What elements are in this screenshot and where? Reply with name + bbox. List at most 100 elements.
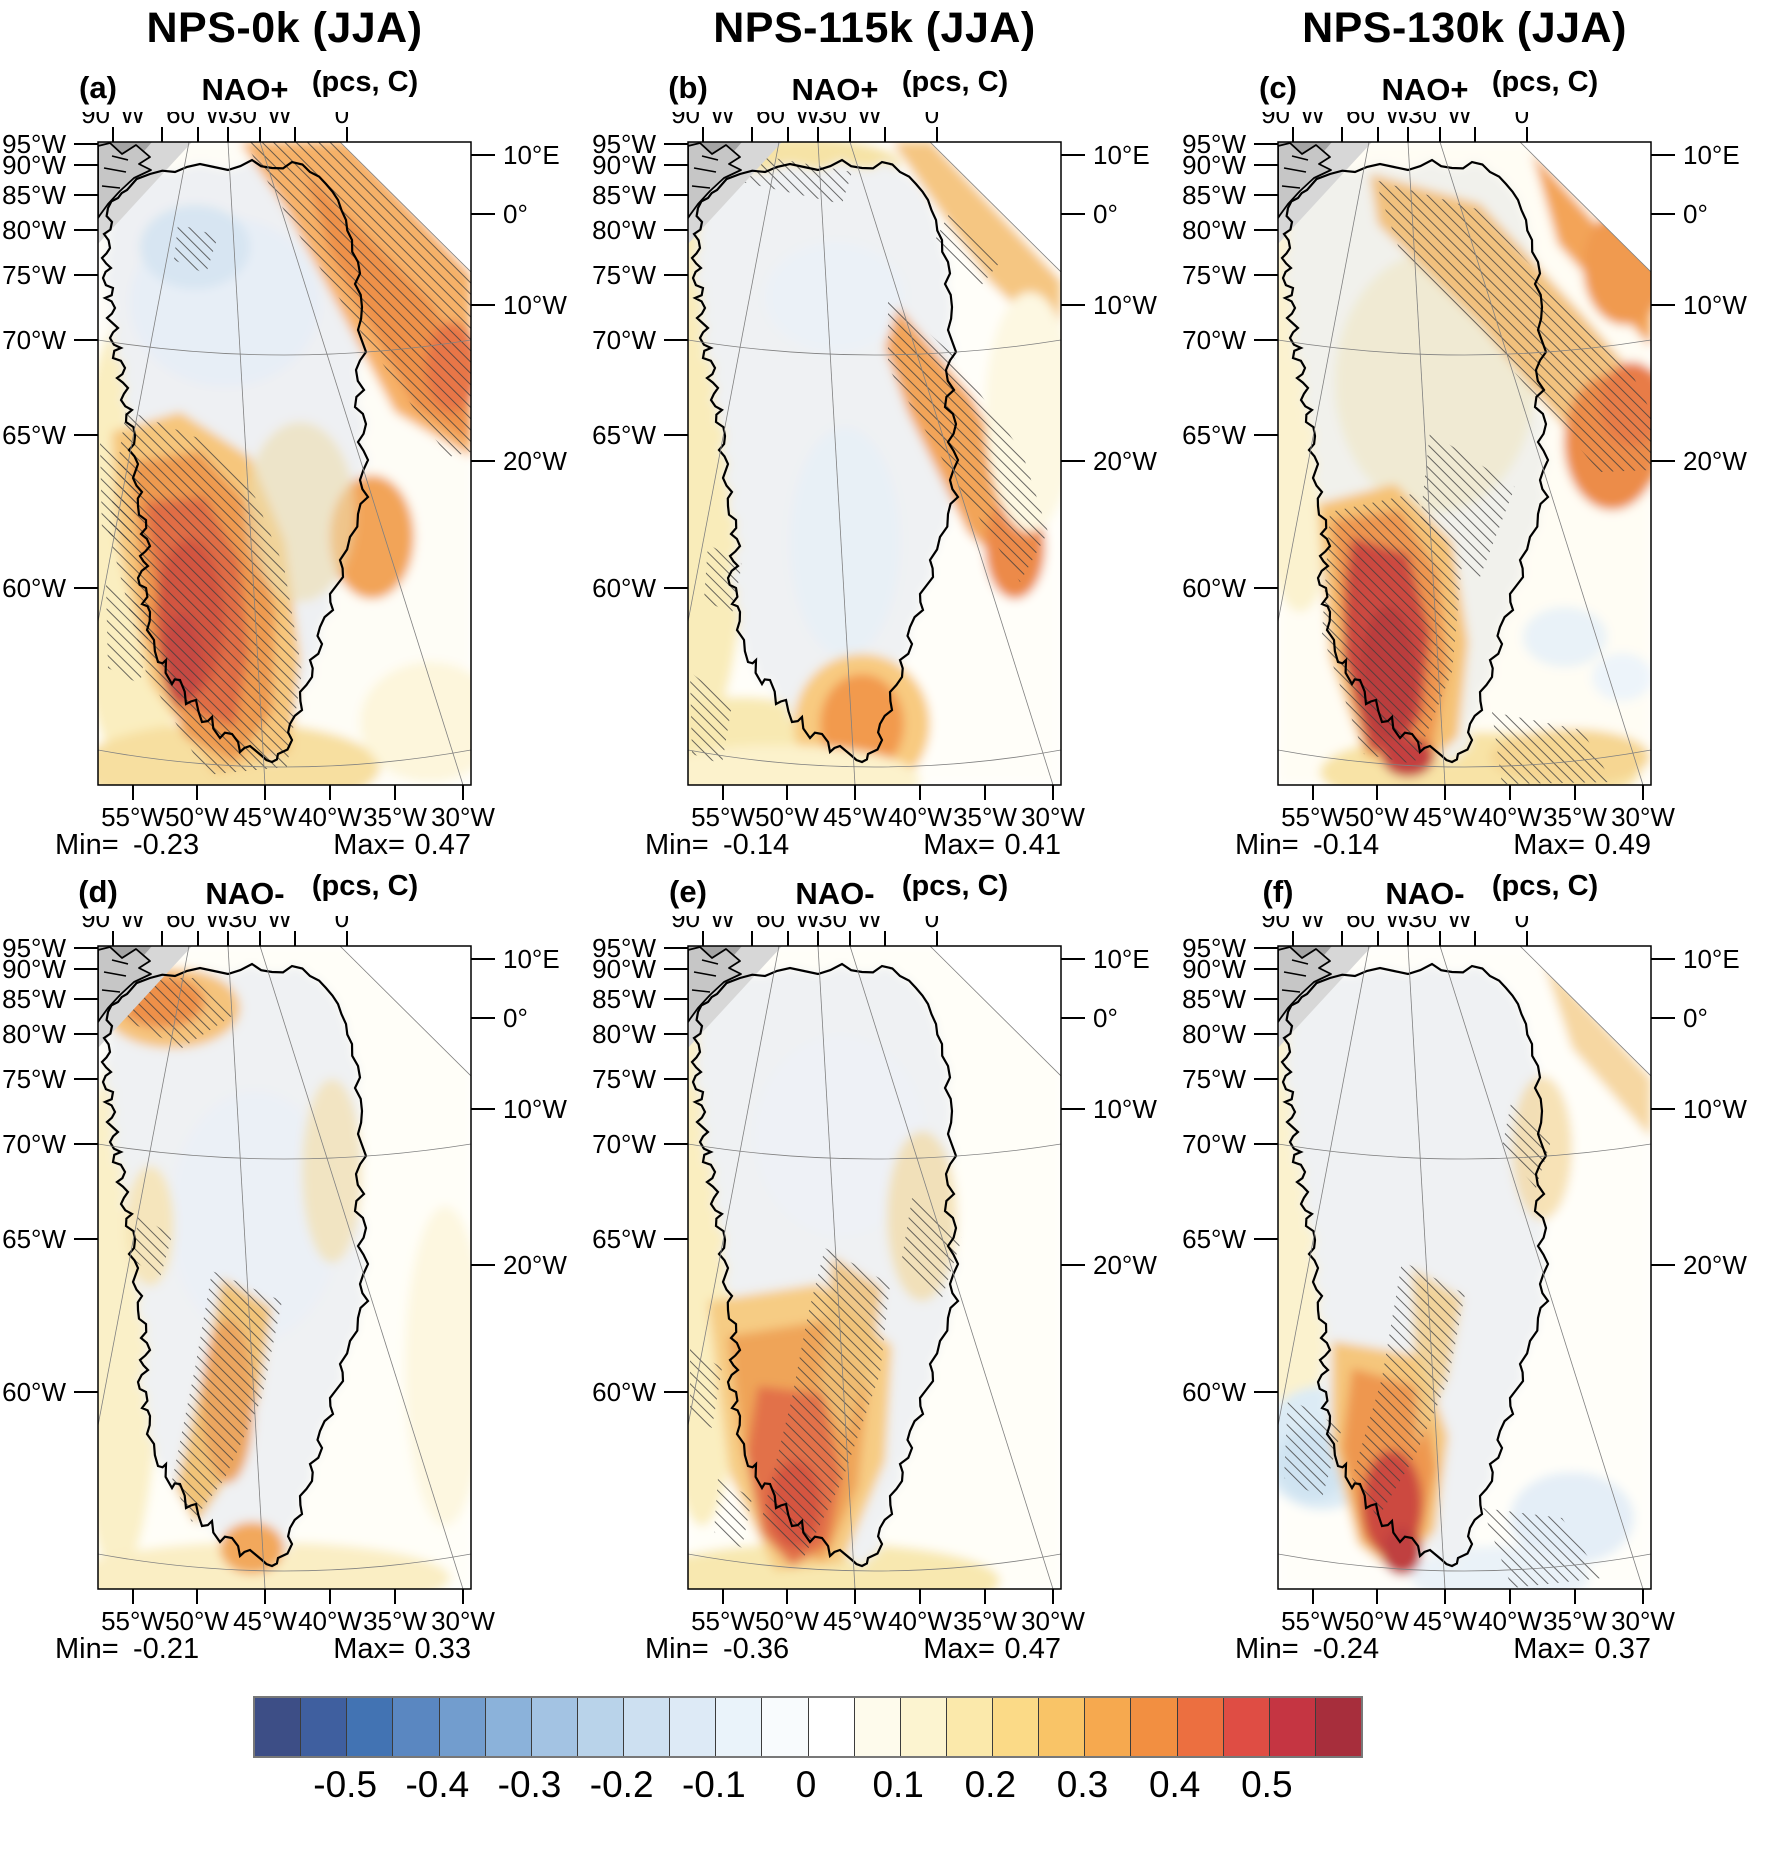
panel-b-header: (b) NAO+ (pcs, C) [590, 64, 1180, 112]
left-axis-label: 95°W [1182, 933, 1246, 963]
left-axis-label: 65°W [2, 420, 66, 450]
min-value: -0.36 [723, 1633, 789, 1662]
colorbar-tick-label: 0.5 [1241, 1764, 1293, 1805]
top-axis-label: 30°W [1408, 916, 1472, 933]
left-axis-label: 70°W [1182, 325, 1246, 355]
colorbar-segment [670, 1698, 717, 1756]
column-title-nps-115k: NPS-115k (JJA) [713, 4, 1036, 52]
panel-b-label: (b) [668, 70, 708, 105]
right-axis-label: 0° [1683, 199, 1708, 229]
left-axis-label: 90°W [2, 150, 66, 180]
bottom-axis-label: 45°W [823, 802, 887, 832]
colorbar-segment [762, 1698, 809, 1756]
panel-f-phase: NAO- [1385, 876, 1465, 911]
bottom-axis-label: 30°W [1611, 802, 1675, 832]
right-axis-label: 10°W [1093, 290, 1157, 320]
panel-f-hatching [1284, 1098, 1602, 1588]
top-axis-label: 60°W [756, 112, 820, 129]
panel-b-map: 90°W 60°W30°W 0°95°W90°W85°W80°W75°W70°W65… [592, 112, 1157, 858]
left-axis-label: 65°W [1182, 420, 1246, 450]
top-axis-label: 0° [925, 916, 950, 933]
colorbar-segment [946, 1698, 993, 1756]
max-value: 0.47 [1005, 1633, 1061, 1662]
left-axis-label: 90°W [592, 150, 656, 180]
colorbar-zone: -0.5 -0.4 -0.3 -0.2 -0.1 0 0.1 0.2 0.3 0.4 0.5 [0, 1696, 1772, 1810]
right-axis-label: 0° [1093, 199, 1118, 229]
min-value: -0.24 [1313, 1633, 1379, 1662]
right-axis-label: 20°W [1683, 446, 1747, 476]
panel-f: (f) NAO- (pcs, C) [1180, 868, 1772, 1662]
panel-c-units: (pcs, C) [1491, 66, 1599, 98]
panel-c-header: (c) NAO+ (pcs, C) [1180, 64, 1772, 112]
left-axis-label: 90°W [1182, 954, 1246, 984]
colorbar-segment [1131, 1698, 1178, 1756]
bottom-axis-label: 55°W [101, 802, 165, 832]
left-axis-label: 60°W [2, 573, 66, 603]
left-axis-label: 95°W [592, 129, 656, 159]
top-axis-label: 60°W [166, 916, 230, 933]
colorbar-segment [1039, 1698, 1086, 1756]
top-axis-label: 0° [1515, 112, 1540, 129]
panel-c-map: 90°W 60°W30°W 0°95°W90°W85°W80°W75°W70°W65… [1182, 112, 1747, 858]
left-axis-label: 60°W [592, 1377, 656, 1407]
colorbar-segment [393, 1698, 440, 1756]
right-axis-label: 10°W [1093, 1094, 1157, 1124]
colorbar-segment [347, 1698, 394, 1756]
min-label: Min= [1235, 1633, 1299, 1662]
colorbar-segment [1269, 1698, 1316, 1756]
right-axis-label: 20°W [503, 446, 567, 476]
colorbar-segment [900, 1698, 947, 1756]
panel-a-header: (a) NAO+ (pcs, C) [0, 64, 590, 112]
panel-a-units: (pcs, C) [311, 66, 419, 98]
panel-a: (a) NAO+ (pcs, C) [0, 64, 590, 858]
colorbar-tick-label: -0.1 [681, 1764, 746, 1805]
min-value: -0.14 [723, 829, 789, 858]
top-axis-label: 60°W [166, 112, 230, 129]
left-axis-label: 90°W [2, 954, 66, 984]
panel-d: (d) NAO- (pcs, C) [0, 868, 590, 1662]
colorbar-segment [1177, 1698, 1224, 1756]
max-value: 0.37 [1595, 1633, 1651, 1662]
colorbar-segment [854, 1698, 901, 1756]
colorbar-tick-label: 0.3 [1056, 1764, 1109, 1805]
left-axis-label: 70°W [1182, 1129, 1246, 1159]
left-axis-label: 75°W [1182, 260, 1246, 290]
min-label: Min= [55, 1633, 119, 1662]
right-axis-label: 0° [503, 1003, 528, 1033]
left-axis-label: 95°W [1182, 129, 1246, 159]
left-axis-label: 75°W [2, 1064, 66, 1094]
colorbar-segment [577, 1698, 624, 1756]
right-axis-label: 20°W [1093, 446, 1157, 476]
right-axis-label: 20°W [1683, 1250, 1747, 1280]
max-value: 0.49 [1595, 829, 1651, 858]
panel-e-map: 90°W 60°W30°W 0°95°W90°W85°W80°W75°W70°W65… [592, 916, 1157, 1662]
min-value: -0.23 [133, 829, 199, 858]
top-axis-label: 90°W [1261, 916, 1325, 933]
panel-c-phase: NAO+ [1381, 72, 1469, 107]
left-axis-label: 60°W [2, 1377, 66, 1407]
panel-c: (c) NAO+ (pcs, C) [1180, 64, 1772, 858]
panel-e-units: (pcs, C) [901, 870, 1009, 902]
bottom-axis-label: 40°W [888, 1606, 952, 1636]
top-axis-label: 90°W [671, 112, 735, 129]
left-axis-label: 75°W [592, 1064, 656, 1094]
colorbar-tick-label: -0.4 [405, 1764, 470, 1805]
colorbar-tick-label: 0.4 [1148, 1764, 1201, 1805]
colorbar-segment [716, 1698, 763, 1756]
left-axis-label: 70°W [592, 1129, 656, 1159]
left-axis-label: 65°W [592, 420, 656, 450]
right-axis-label: 0° [1683, 1003, 1708, 1033]
bottom-axis-label: 40°W [298, 802, 362, 832]
left-axis-label: 70°W [592, 325, 656, 355]
colorbar [253, 1696, 1363, 1758]
colorbar-tick-label: 0 [795, 1764, 817, 1805]
panel-e-hatching [690, 1198, 962, 1561]
max-label: Max= [1513, 1633, 1585, 1662]
panel-b-phase: NAO+ [791, 72, 879, 107]
right-axis-label: 10°W [503, 290, 567, 320]
left-axis-label: 65°W [592, 1224, 656, 1254]
left-axis-label: 80°W [592, 215, 656, 245]
left-axis-label: 90°W [1182, 150, 1246, 180]
left-axis-label: 85°W [592, 984, 656, 1014]
min-label: Min= [55, 829, 119, 858]
